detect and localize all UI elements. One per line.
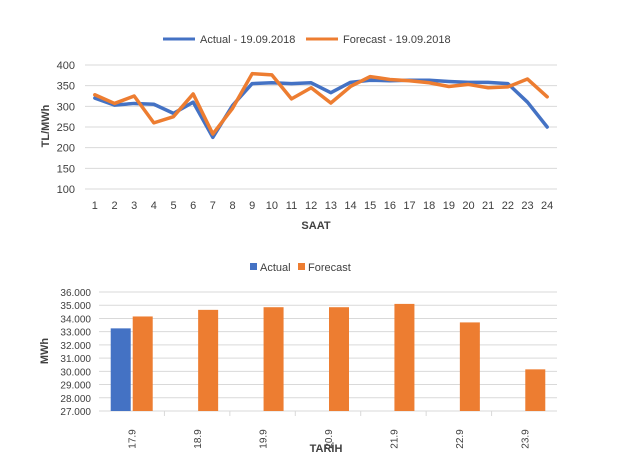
x-tick-label: 4 (151, 200, 157, 212)
x-tick-label: 3 (131, 200, 137, 212)
x-tick-label: 20 (462, 200, 474, 212)
bar-chart-gridlines (99, 291, 557, 412)
series-line-forecast (93, 71, 549, 136)
y-tick-label: 350 (57, 81, 75, 93)
x-tick-label: 22 (502, 200, 514, 212)
x-tick-label: 19.9 (259, 429, 270, 449)
bar-forecast (329, 307, 349, 411)
legend-label-forecast: Forecast - 19.09.2018 (343, 34, 451, 46)
y-tick-label: 35.000 (60, 301, 91, 312)
bar-chart-legend: Actual Forecast (250, 262, 351, 274)
bar-forecast (198, 309, 219, 411)
x-tick-label: 16 (384, 200, 396, 212)
line-chart-y-axis-title: TL/MWh (40, 104, 52, 147)
y-tick-label: 100 (57, 184, 75, 196)
x-tick-label: 19 (443, 200, 455, 212)
bar-chart-bars (110, 303, 546, 411)
y-tick-label: 400 (57, 60, 75, 72)
x-tick-label: 15 (364, 200, 376, 212)
y-tick-label: 250 (57, 122, 75, 134)
bar-chart-x-axis-title: TARİH (310, 442, 343, 455)
y-tick-label: 32.000 (60, 341, 91, 352)
y-tick-label: 200 (57, 143, 75, 155)
legend-label-forecast: Forecast (308, 262, 351, 274)
line-chart-x-axis-title: SAAT (301, 220, 330, 232)
legend-label-actual: Actual - 19.09.2018 (200, 34, 295, 46)
x-tick-label: 5 (170, 200, 176, 212)
x-tick-label: 23.9 (520, 429, 531, 449)
y-tick-label: 150 (57, 163, 75, 175)
bar-forecast (132, 316, 153, 411)
x-tick-label: 24 (541, 200, 553, 212)
legend-label-actual: Actual (260, 262, 291, 274)
x-tick-label: 18 (423, 200, 435, 212)
line-chart-y-ticks: 100 150 200 250 300 350 400 (57, 60, 75, 196)
bar-forecast (459, 322, 480, 411)
x-tick-label: 6 (190, 200, 196, 212)
y-tick-label: 30.000 (60, 367, 91, 378)
x-tick-label: 8 (229, 200, 235, 212)
x-tick-label: 20.9 (324, 429, 335, 449)
x-tick-label: 12 (305, 200, 317, 212)
x-tick-label: 21.9 (389, 429, 400, 449)
y-tick-label: 31.000 (60, 354, 91, 365)
line-chart-series (93, 71, 549, 140)
x-tick-label: 2 (111, 200, 117, 212)
y-tick-label: 33.000 (60, 328, 91, 339)
bar-chart-x-ticks: 17.9 18.9 19.9 20.9 21.9 22.9 23.9 (128, 411, 531, 449)
legend-swatch-actual (250, 263, 257, 270)
y-tick-label: 29.000 (60, 381, 91, 392)
x-tick-label: 22.9 (455, 429, 466, 449)
line-chart-x-ticks: 1 2 3 4 5 6 7 8 9 10 11 12 13 14 15 16 17 18 19 20 21 22 23 24 (92, 200, 554, 212)
bar-chart-y-ticks: 27.000 28.000 29.000 30.000 31.000 32.000 33.0… (60, 288, 91, 418)
y-tick-label: 34.000 (60, 314, 91, 325)
series-line-actual (93, 78, 549, 140)
x-tick-label: 9 (249, 200, 255, 212)
x-tick-label: 7 (210, 200, 216, 212)
bar-chart-y-axis-title: MWh (39, 338, 51, 365)
bar-forecast (525, 369, 546, 411)
x-tick-label: 23 (521, 200, 533, 212)
legend-swatch-forecast (298, 263, 305, 270)
bar-forecast (394, 303, 415, 411)
x-tick-label: 21 (482, 200, 494, 212)
x-tick-label: 11 (286, 200, 297, 212)
y-tick-label: 28.000 (60, 394, 91, 405)
x-tick-label: 14 (344, 200, 356, 212)
x-tick-label: 10 (266, 200, 278, 212)
x-tick-label: 18.9 (193, 429, 204, 449)
y-tick-label: 27.000 (60, 407, 91, 418)
x-tick-label: 1 (92, 200, 98, 212)
bar-forecast (263, 307, 284, 411)
line-chart-legend: Actual - 19.09.2018 Forecast - 19.09.201… (163, 34, 451, 46)
y-tick-label: 300 (57, 101, 75, 113)
x-tick-label: 17.9 (128, 429, 139, 449)
y-tick-label: 36.000 (60, 288, 91, 299)
bar-actual (110, 328, 131, 411)
x-tick-label: 13 (325, 200, 337, 212)
x-tick-label: 17 (403, 200, 415, 212)
